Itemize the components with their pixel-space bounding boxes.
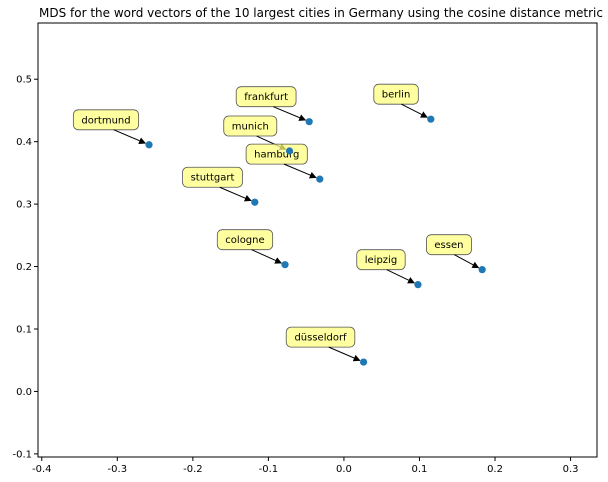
annotation-box	[182, 166, 243, 188]
data-point-düsseldorf	[359, 358, 368, 366]
x-tick-label: 0.1	[412, 464, 428, 475]
data-point-cologne	[281, 261, 289, 269]
annotation-arrow	[401, 103, 428, 118]
annotation-box	[373, 83, 419, 105]
annotation-arrow	[386, 269, 415, 284]
data-point-essen	[478, 266, 486, 274]
x-tick-label: -0.3	[108, 464, 128, 475]
annotation-box	[426, 234, 472, 256]
x-tick-label: 0.2	[487, 464, 503, 475]
annotation-essen: essen	[426, 234, 480, 269]
annotation-label: hamburg	[254, 150, 299, 161]
x-tick-label: -0.1	[259, 464, 279, 475]
annotation-cologne: cologne	[216, 229, 283, 264]
data-point-dortmund	[145, 141, 153, 149]
y-tick-label: 0.2	[16, 262, 32, 273]
x-tick-label: -0.2	[183, 464, 203, 475]
x-tick-label: -0.4	[32, 464, 52, 475]
annotation-label: berlin	[382, 90, 411, 101]
annotation-label: cologne	[225, 235, 264, 246]
data-point-stuttgart	[251, 198, 259, 206]
annotation-arrow	[454, 254, 480, 269]
annotation-berlin: berlin	[373, 83, 428, 118]
y-tick-label: 0.1	[16, 324, 32, 335]
annotation-arrow	[328, 346, 361, 362]
annotation-dortmund: dortmund	[72, 109, 147, 144]
annotation-arrow	[219, 186, 252, 202]
annotation-box	[285, 326, 356, 348]
data-point-hamburg	[316, 175, 324, 183]
annotation-label: dortmund	[81, 115, 130, 126]
y-tick-label: 0.3	[16, 200, 32, 211]
annotation-box	[356, 249, 406, 271]
data-point-munich	[285, 147, 294, 155]
annotation-stuttgart: stuttgart	[182, 166, 252, 202]
annotation-label: essen	[434, 240, 463, 251]
annotation-leipzig: leipzig	[356, 249, 415, 284]
annotation-label: leipzig	[365, 255, 397, 266]
annotation-box	[235, 86, 297, 108]
annotation-box	[72, 109, 140, 131]
data-point-leipzig	[414, 281, 422, 289]
plot-area-frame	[37, 22, 598, 458]
annotation-düsseldorf: düsseldorf	[285, 326, 361, 362]
chart-title: MDS for the word vectors of the 10 large…	[39, 6, 603, 20]
annotation-arrow	[113, 129, 147, 144]
data-point-berlin	[427, 115, 435, 123]
annotation-box	[216, 229, 274, 251]
annotation-box	[223, 115, 278, 137]
annotation-arrow	[251, 249, 283, 264]
y-tick-label: -0.1	[12, 449, 32, 460]
annotation-arrow	[273, 106, 307, 121]
y-tick-label: 0.4	[16, 137, 32, 148]
annotation-label: stuttgart	[191, 173, 235, 184]
annotation-label: frankfurt	[244, 92, 288, 103]
annotation-label: düsseldorf	[294, 333, 347, 344]
x-tick-label: 0.0	[336, 464, 352, 475]
annotation-frankfurt: frankfurt	[235, 86, 307, 121]
y-tick-label: 0.5	[16, 75, 32, 86]
data-point-frankfurt	[305, 118, 313, 126]
annotation-label: munich	[232, 122, 269, 133]
y-tick-label: 0.0	[16, 387, 32, 398]
x-tick-label: 0.3	[563, 464, 579, 475]
annotation-arrow	[283, 163, 317, 179]
